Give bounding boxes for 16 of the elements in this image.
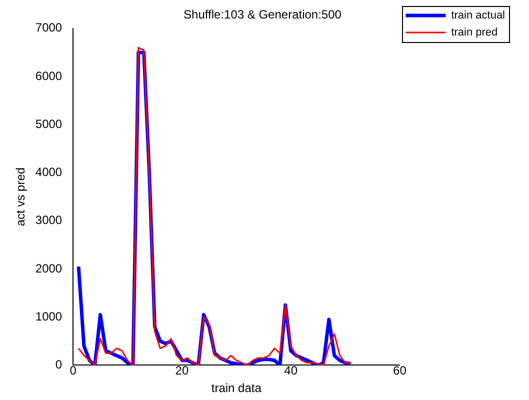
legend-label: train pred xyxy=(451,26,498,39)
x-tick-label: 0 xyxy=(70,364,77,378)
y-tick-label: 4000 xyxy=(35,165,62,180)
legend-label: train actual xyxy=(451,10,506,22)
chart-title: Shuffle:103 & Generation:500 xyxy=(184,8,342,22)
y-tick-label: 7000 xyxy=(35,20,62,35)
x-axis-title: train data xyxy=(211,381,262,396)
x-tick-label: 60 xyxy=(393,364,407,378)
y-axis-title: act vs pred xyxy=(14,167,28,226)
y-tick-label: 2000 xyxy=(35,261,62,276)
y-tick-label: 3000 xyxy=(35,213,62,228)
y-tick-label: 6000 xyxy=(35,68,62,83)
y-tick-label: 1000 xyxy=(35,309,62,324)
x-tick-label: 20 xyxy=(175,364,189,378)
x-tick-label: 40 xyxy=(284,364,298,378)
y-tick-label: 5000 xyxy=(35,116,62,131)
